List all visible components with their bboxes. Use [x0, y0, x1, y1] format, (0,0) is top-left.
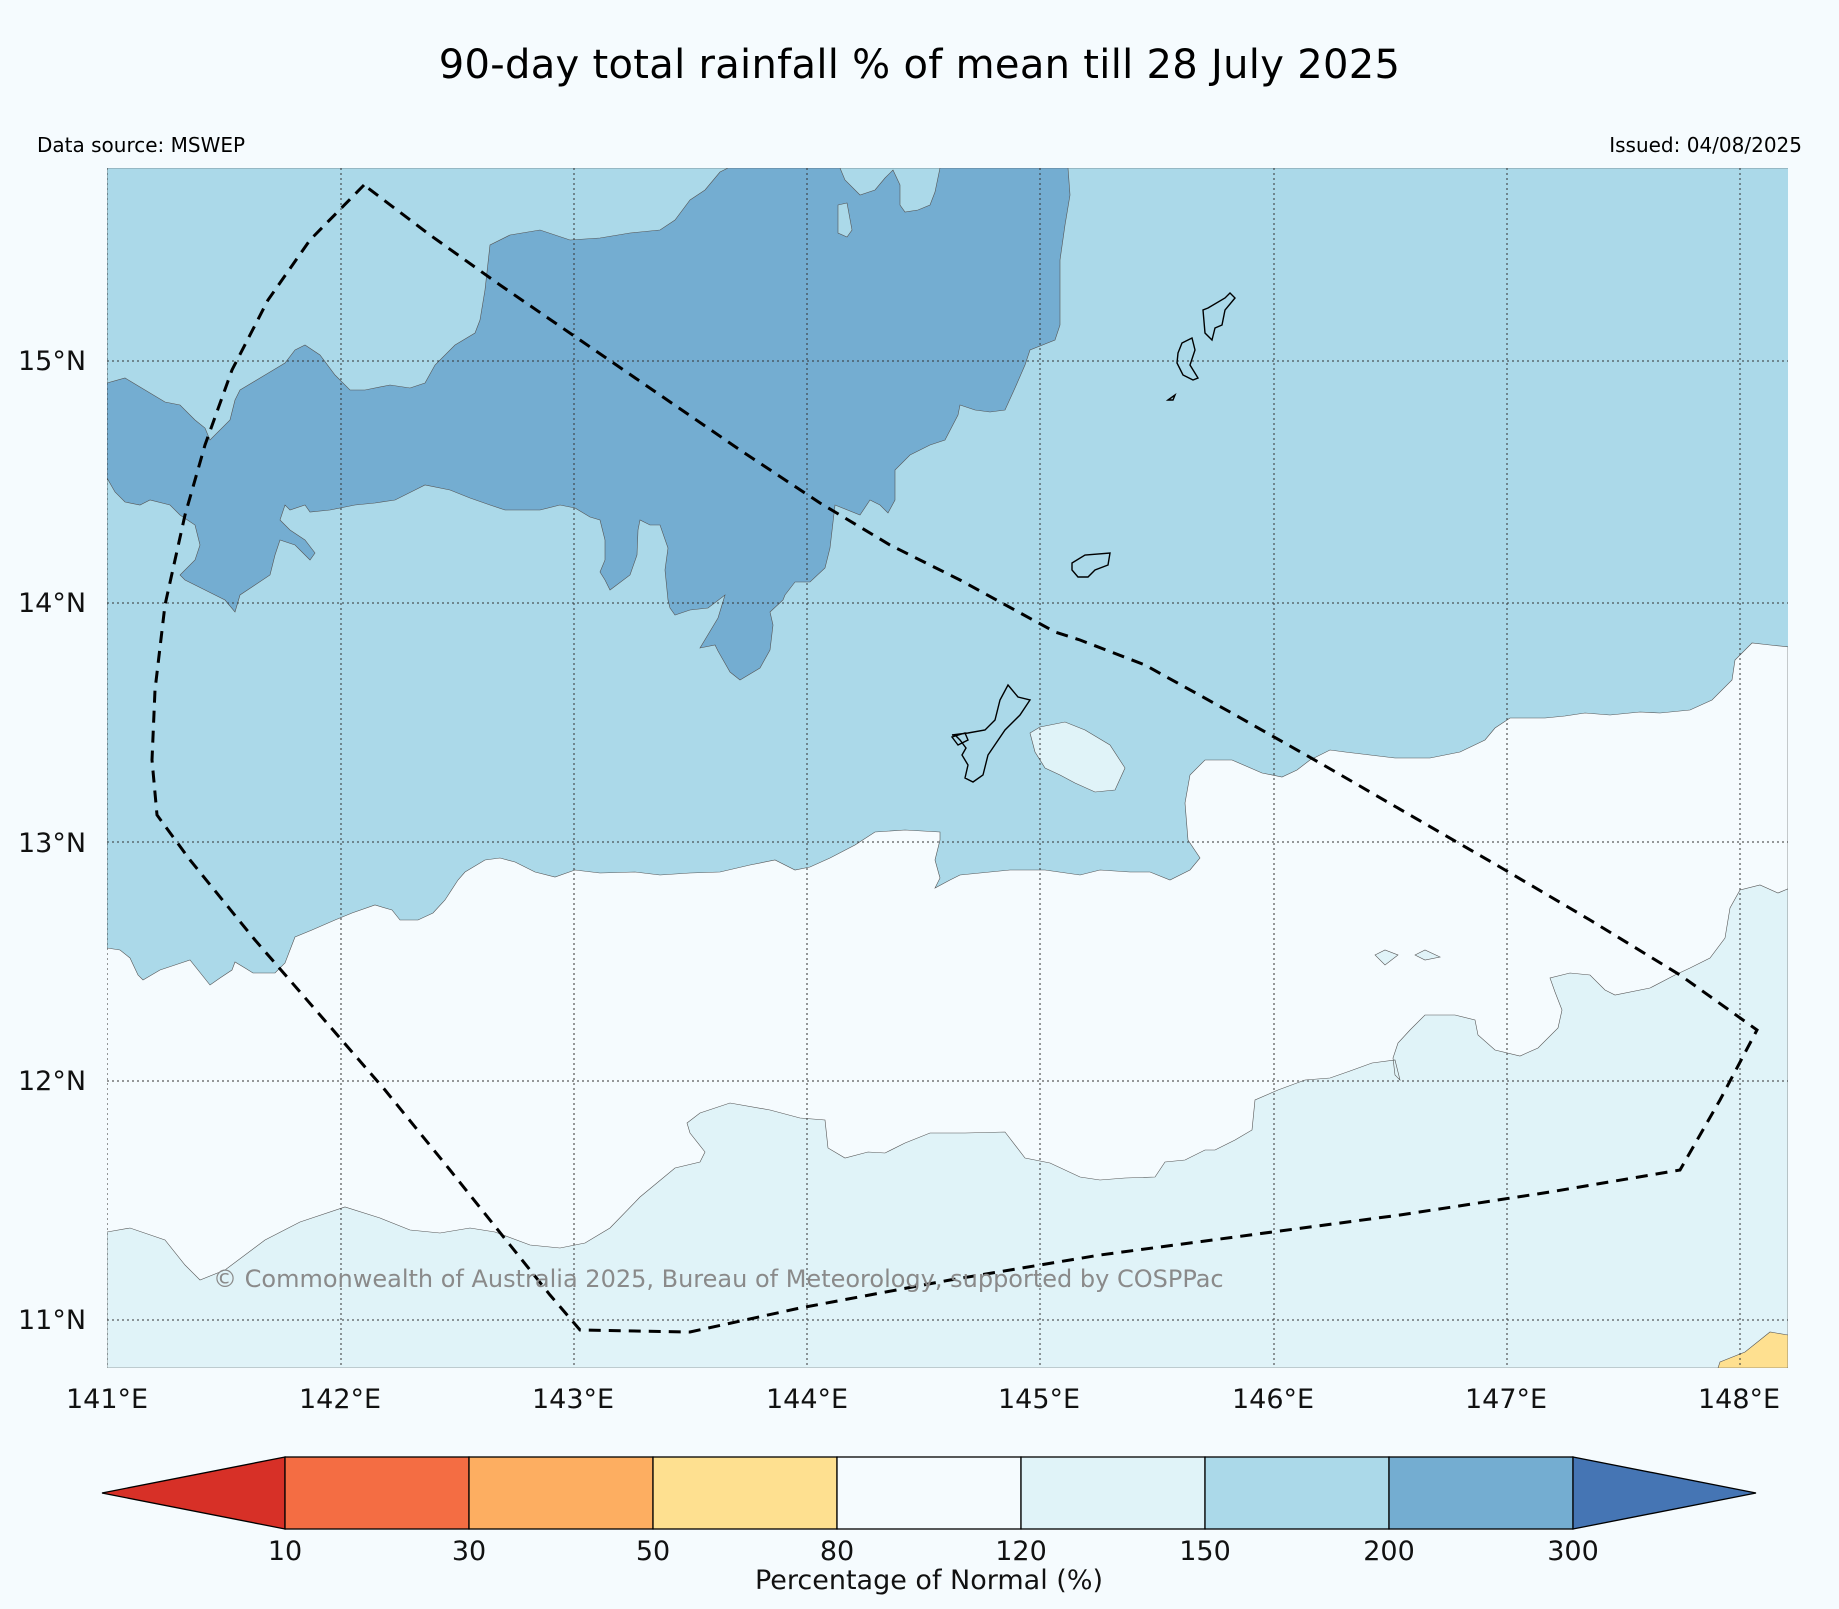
colorbar-segment-10-30	[284, 1456, 470, 1530]
island-aguijan	[1165, 393, 1177, 401]
island-saipan	[1202, 292, 1236, 342]
lat-label: 12°N	[18, 1066, 86, 1097]
longitude-labels: 141°E 142°E 143°E 144°E 145°E 146°E 147°…	[66, 1384, 1780, 1415]
lat-label: 11°N	[18, 1305, 86, 1336]
region-patch-c	[1414, 949, 1441, 961]
colorbar-label: Percentage of Normal (%)	[755, 1565, 1103, 1596]
colorbar-tick: 150	[1179, 1536, 1231, 1567]
data-source-label: Data source: MSWEP	[37, 133, 246, 157]
map-title: 90-day total rainfall % of mean till 28 …	[438, 42, 1401, 88]
lat-label: 13°N	[18, 828, 86, 859]
latitude-labels: 15°N 14°N 13°N 12°N 11°N	[18, 346, 86, 1336]
lat-label: 14°N	[18, 588, 86, 619]
colorbar-segment-above-300	[1572, 1456, 1757, 1530]
eez-boundary	[150, 183, 1759, 1334]
colorbar-segment-below-10	[101, 1456, 286, 1530]
region-50-80	[1717, 1331, 1788, 1368]
region-200-300	[107, 168, 1071, 681]
lat-label: 15°N	[18, 346, 86, 377]
colorbar-ticks: 10 30 50 80 120 150 200 300	[268, 1536, 1599, 1567]
colorbar-segment-30-50	[468, 1456, 654, 1530]
colorbar-tick: 50	[636, 1536, 670, 1567]
lon-label: 142°E	[299, 1384, 381, 1415]
island-rota	[1071, 552, 1111, 578]
colorbar-tick: 300	[1547, 1536, 1599, 1567]
lon-label: 143°E	[532, 1384, 614, 1415]
colorbar-tick: 120	[995, 1536, 1047, 1567]
region-patch-d	[837, 202, 853, 238]
colorbar-tick: 10	[268, 1536, 302, 1567]
lon-label: 145°E	[998, 1384, 1080, 1415]
region-patch-b	[1374, 949, 1399, 966]
island-guam	[950, 683, 1032, 783]
islands	[950, 292, 1236, 783]
gridlines	[107, 168, 1788, 1368]
issued-date-label: Issued: 04/08/2025	[1609, 133, 1802, 157]
colorbar-tick: 80	[820, 1536, 854, 1567]
copyright-notice: © Commonwealth of Australia 2025, Bureau…	[213, 1265, 1224, 1293]
island-tinian	[1176, 336, 1200, 381]
lon-label: 146°E	[1232, 1384, 1314, 1415]
colorbar-segment-200-300	[1388, 1456, 1574, 1530]
region-patch-a	[1029, 721, 1126, 793]
colorbar-segment-50-80	[652, 1456, 838, 1530]
colorbar	[101, 1456, 1757, 1530]
lon-label: 144°E	[766, 1384, 848, 1415]
colorbar-tick: 200	[1363, 1536, 1415, 1567]
map-area: © Commonwealth of Australia 2025, Bureau…	[107, 168, 1788, 1368]
colorbar-tick: 30	[452, 1536, 486, 1567]
colorbar-segment-150-200	[1204, 1456, 1390, 1530]
colorbar-segment-80-120	[836, 1456, 1022, 1530]
colorbar-segment-120-150	[1020, 1456, 1206, 1530]
lon-label: 148°E	[1698, 1384, 1780, 1415]
lon-label: 141°E	[66, 1384, 148, 1415]
lon-label: 147°E	[1465, 1384, 1547, 1415]
